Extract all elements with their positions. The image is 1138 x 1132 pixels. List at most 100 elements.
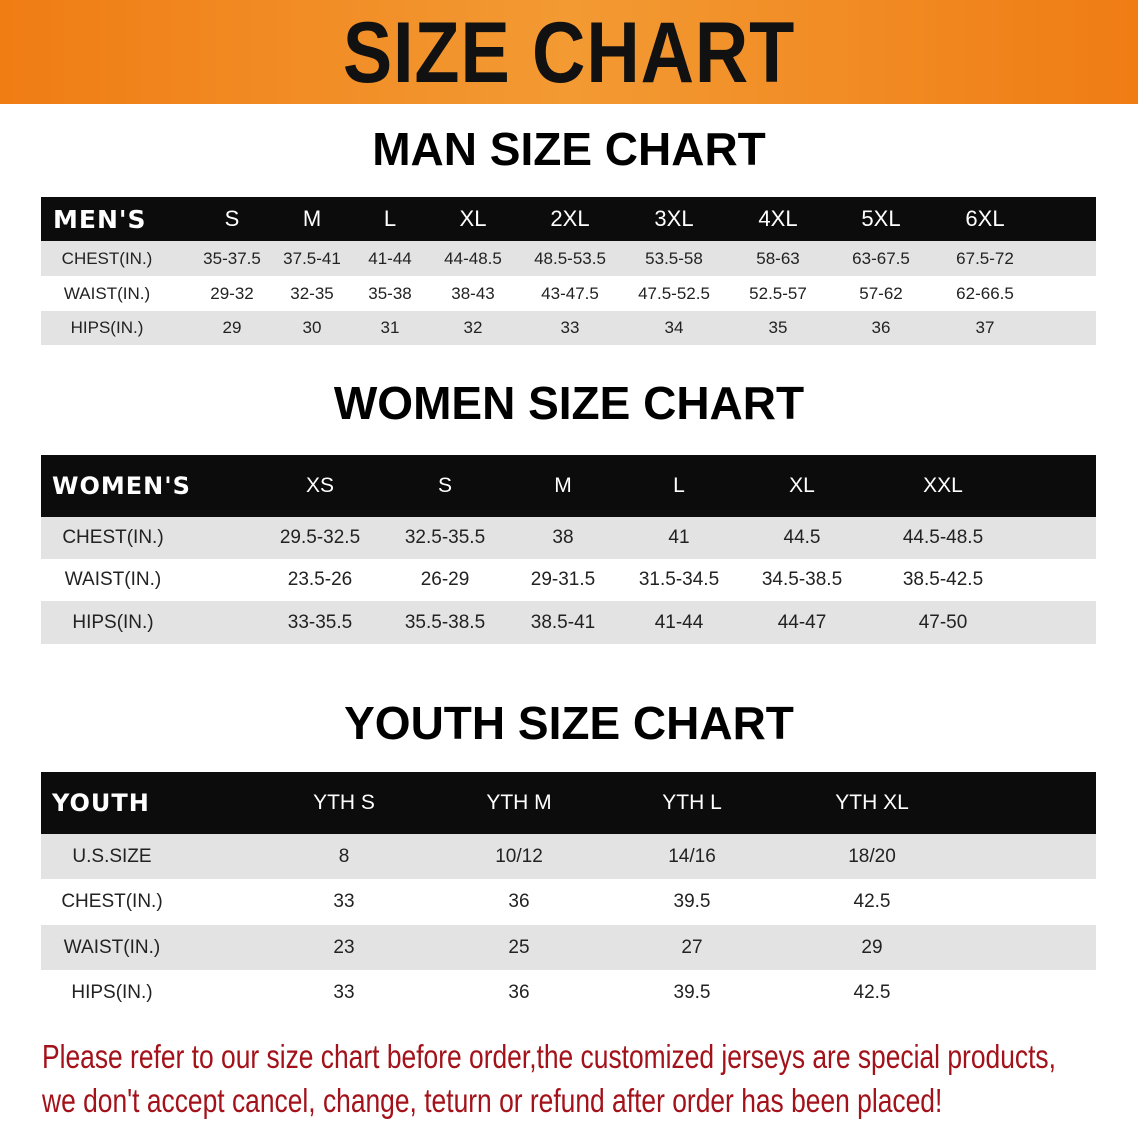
youth-section-title: YOUTH SIZE CHART bbox=[344, 697, 794, 749]
size-header: XS bbox=[305, 474, 335, 497]
size-header: YTH S bbox=[313, 791, 375, 814]
notice-line-1: Please refer to our size chart before or… bbox=[42, 1038, 1056, 1075]
youth-table-row: U.S.SIZE 8 10/12 14/16 18/20 bbox=[41, 834, 1096, 879]
measurement-value: 37 bbox=[975, 318, 995, 337]
measurement-value: 58-63 bbox=[756, 248, 800, 268]
measurement-value: 36 bbox=[508, 891, 530, 912]
measurement-value: 31.5-34.5 bbox=[638, 569, 720, 590]
size-header: S bbox=[224, 206, 240, 231]
men-table-row: WAIST(IN.) 29-32 32-35 35-38 38-43 43-47.5 47.… bbox=[41, 276, 1096, 311]
measurement-value: 35.5-38.5 bbox=[404, 611, 486, 633]
measurement-value: 38 bbox=[552, 527, 574, 548]
measurement-value: 29 bbox=[861, 936, 883, 958]
measurement-value: 33-35.5 bbox=[287, 611, 353, 633]
men-table-row: HIPS(IN.) 29 30 31 32 33 34 35 36 37 bbox=[41, 311, 1096, 345]
measurement-value: 33 bbox=[333, 981, 355, 1003]
measurement-value: 29-32 bbox=[210, 283, 254, 303]
measurement-value: 36 bbox=[871, 318, 891, 337]
measurement-value: 44.5-48.5 bbox=[902, 527, 984, 548]
measurement-value: 29-31.5 bbox=[530, 569, 596, 590]
measurement-value: 47.5-52.5 bbox=[638, 283, 710, 303]
men-header-row: MEN'S S M L XL 2XL 3XL 4XL 5XL 6XL bbox=[41, 197, 1096, 241]
size-header: L bbox=[673, 474, 685, 497]
measurement-value: 31 bbox=[380, 318, 400, 337]
measurement-value: 33 bbox=[333, 891, 355, 912]
men-header-label: MEN'S bbox=[53, 204, 147, 234]
measurement-value: 43-47.5 bbox=[541, 283, 599, 303]
size-header: S bbox=[437, 474, 453, 497]
size-header: 6XL bbox=[965, 206, 1005, 231]
measurement-label: HIPS(IN.) bbox=[71, 981, 153, 1003]
women-header-label: WOMEN'S bbox=[52, 472, 191, 500]
measurement-value: 33 bbox=[560, 318, 580, 337]
youth-table-row: WAIST(IN.) 23 25 27 29 bbox=[41, 925, 1096, 970]
size-header: XXL bbox=[923, 474, 963, 497]
size-header: 5XL bbox=[861, 206, 901, 231]
measurement-value: 63-67.5 bbox=[852, 248, 910, 268]
measurement-value: 47-50 bbox=[918, 611, 968, 633]
youth-header-label: YOUTH bbox=[52, 789, 150, 817]
measurement-value: 35-37.5 bbox=[203, 248, 261, 268]
size-header: L bbox=[383, 206, 397, 231]
measurement-label: CHEST(IN.) bbox=[61, 891, 163, 912]
youth-table-row: CHEST(IN.) 33 36 39.5 42.5 bbox=[41, 879, 1096, 925]
measurement-value: 38-43 bbox=[451, 283, 495, 303]
size-chart-banner: SIZE CHART bbox=[0, 0, 1138, 104]
women-section-title: WOMEN SIZE CHART bbox=[333, 377, 805, 429]
measurement-value: 34.5-38.5 bbox=[761, 569, 843, 590]
measurement-value: 18/20 bbox=[848, 845, 896, 867]
youth-table-row: HIPS(IN.) 33 36 39.5 42.5 bbox=[41, 970, 1096, 1015]
size-header: 4XL bbox=[758, 206, 798, 231]
measurement-label: WAIST(IN.) bbox=[63, 936, 161, 958]
notice-line-2: we don't accept cancel, change, teturn o… bbox=[42, 1082, 943, 1119]
measurement-value: 29 bbox=[222, 318, 242, 337]
women-header-row: WOMEN'S XS S M L XL XXL bbox=[41, 455, 1096, 517]
measurement-label: WAIST(IN.) bbox=[64, 569, 162, 590]
measurement-value: 26-29 bbox=[420, 569, 470, 590]
measurement-value: 39.5 bbox=[673, 981, 711, 1003]
measurement-value: 44-48.5 bbox=[444, 248, 502, 268]
size-header: 3XL bbox=[654, 206, 694, 231]
measurement-value: 41 bbox=[668, 527, 690, 548]
measurement-value: 42.5 bbox=[853, 891, 891, 912]
measurement-value: 62-66.5 bbox=[956, 283, 1014, 303]
women-table-row: WAIST(IN.) 23.5-26 26-29 29-31.5 31.5-34.5 34… bbox=[41, 559, 1096, 601]
measurement-value: 27 bbox=[681, 936, 703, 958]
measurement-value: 41-44 bbox=[368, 248, 412, 268]
measurement-value: 39.5 bbox=[673, 891, 711, 912]
measurement-label: U.S.SIZE bbox=[72, 845, 152, 867]
youth-header-row: YOUTH YTH S YTH M YTH L YTH XL bbox=[41, 772, 1096, 834]
men-size-table: MEN'S S M L XL 2XL 3XL 4XL 5XL 6XL CHEST(IN.) 35-37… bbox=[41, 197, 1096, 345]
measurement-label: CHEST(IN.) bbox=[62, 527, 164, 548]
measurement-value: 37.5-41 bbox=[283, 248, 341, 268]
size-header: XL bbox=[789, 474, 815, 497]
measurement-value: 42.5 bbox=[853, 981, 891, 1003]
size-header: YTH L bbox=[662, 791, 722, 814]
measurement-value: 29.5-32.5 bbox=[279, 527, 361, 548]
size-header: XL bbox=[459, 206, 487, 231]
measurement-value: 38.5-41 bbox=[530, 611, 596, 633]
measurement-value: 32.5-35.5 bbox=[404, 527, 486, 548]
banner-title: SIZE CHART bbox=[342, 5, 796, 101]
measurement-value: 53.5-58 bbox=[645, 248, 703, 268]
measurement-value: 44.5 bbox=[783, 527, 821, 548]
size-header: YTH M bbox=[486, 791, 552, 814]
measurement-label: HIPS(IN.) bbox=[70, 318, 144, 337]
measurement-value: 35 bbox=[768, 318, 788, 337]
measurement-label: HIPS(IN.) bbox=[72, 611, 154, 633]
women-table-row: CHEST(IN.) 29.5-32.5 32.5-35.5 38 41 44.5 44.5… bbox=[41, 517, 1096, 559]
measurement-value: 34 bbox=[664, 318, 684, 337]
measurement-value: 32 bbox=[463, 318, 483, 337]
size-header: M bbox=[554, 474, 572, 497]
measurement-value: 52.5-57 bbox=[749, 283, 807, 303]
measurement-value: 67.5-72 bbox=[956, 248, 1014, 268]
women-size-table: WOMEN'S XS S M L XL XXL CHEST(IN.) 29.5-32.5 32.5… bbox=[41, 455, 1096, 644]
women-table-row: HIPS(IN.) 33-35.5 35.5-38.5 38.5-41 41-44 44-… bbox=[41, 601, 1096, 644]
measurement-label: CHEST(IN.) bbox=[61, 248, 153, 268]
measurement-value: 25 bbox=[508, 936, 530, 958]
size-header: YTH XL bbox=[835, 791, 909, 814]
measurement-value: 23 bbox=[333, 936, 355, 958]
measurement-value: 57-62 bbox=[859, 283, 903, 303]
measurement-value: 41-44 bbox=[654, 611, 704, 633]
measurement-value: 48.5-53.5 bbox=[534, 248, 606, 268]
